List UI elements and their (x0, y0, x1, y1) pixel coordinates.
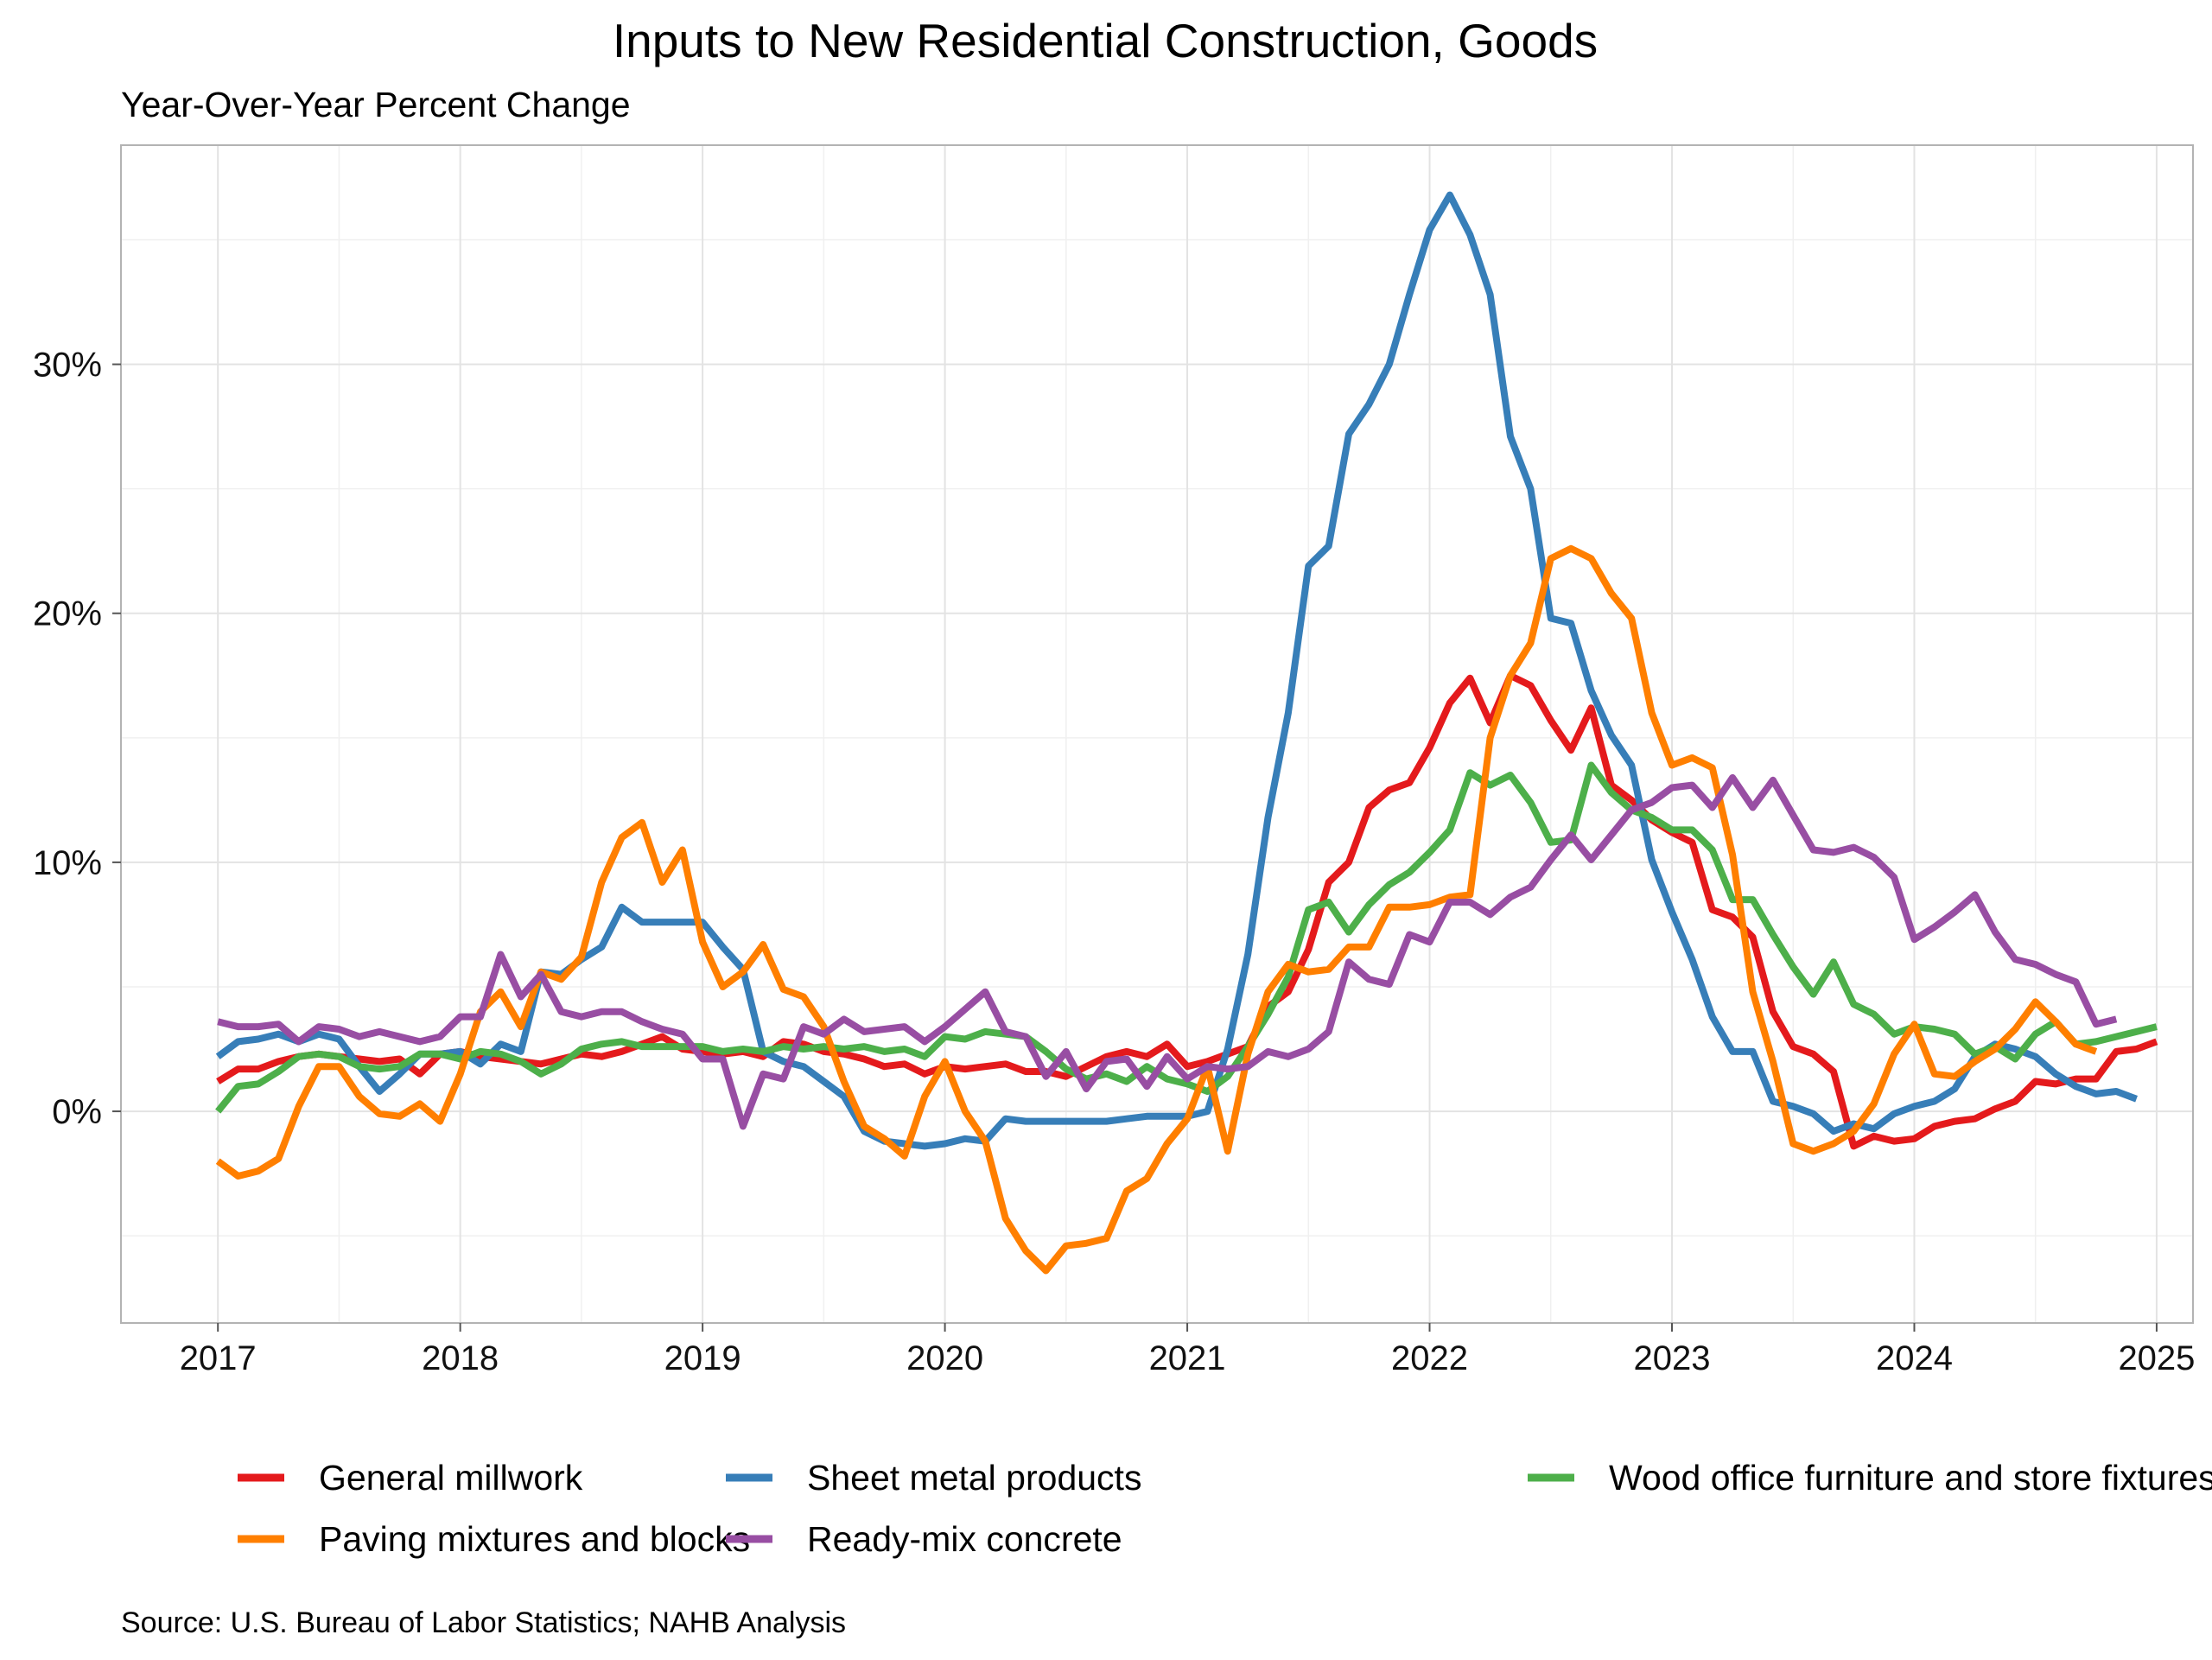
x-tick-label: 2024 (1876, 1339, 1953, 1377)
x-tick-label: 2020 (906, 1339, 983, 1377)
x-tick-label: 2022 (1391, 1339, 1468, 1377)
series-line-paving-mixtures-and-blocks (215, 544, 2098, 1275)
x-tick-label: 2023 (1634, 1339, 1711, 1377)
chart-title: Inputs to New Residential Construction, … (613, 14, 1598, 67)
plot-frame (120, 144, 2194, 1324)
x-tick-label: 2017 (180, 1339, 257, 1377)
major-gridlines (121, 145, 2193, 1323)
x-axis: 2017 2018 2019 2020 2021 2022 2023 2024 2025 (180, 1323, 2195, 1377)
legend-label-general-millwork: General millwork (319, 1458, 583, 1498)
chart-subtitle: Year-Over-Year Percent Change (121, 85, 631, 124)
legend: General millwork Sheet metal products Wood… (238, 1458, 2212, 1559)
series-line-ready-mix-concrete (217, 773, 2118, 1130)
series-line-wood-office-furniture-and-store-fixtures (215, 761, 2158, 1114)
y-tick-label: 0% (52, 1093, 102, 1131)
x-tick-label: 2025 (2118, 1339, 2195, 1377)
legend-label-paving-mixtures-and-blocks: Paving mixtures and blocks (319, 1519, 750, 1559)
chart-caption: Source: U.S. Bureau of Labor Statistics;… (121, 1606, 846, 1639)
y-tick-label: 20% (33, 595, 102, 633)
legend-label-sheet-metal-products: Sheet metal products (807, 1458, 1141, 1498)
y-tick-label: 10% (33, 844, 102, 882)
y-axis: 0% 10% 20% 30% (33, 347, 121, 1131)
x-tick-label: 2019 (664, 1339, 741, 1377)
x-tick-label: 2021 (1149, 1339, 1226, 1377)
minor-gridlines (121, 145, 2193, 1323)
legend-label-ready-mix-concrete: Ready-mix concrete (807, 1519, 1122, 1559)
x-tick-label: 2018 (422, 1339, 499, 1377)
y-tick-label: 30% (33, 347, 102, 385)
series-line-general-millwork (216, 671, 2158, 1150)
legend-label-wood-office-furniture-and-store-fixtures: Wood office furniture and store fixtures (1609, 1458, 2212, 1498)
series-lines (215, 191, 2158, 1275)
